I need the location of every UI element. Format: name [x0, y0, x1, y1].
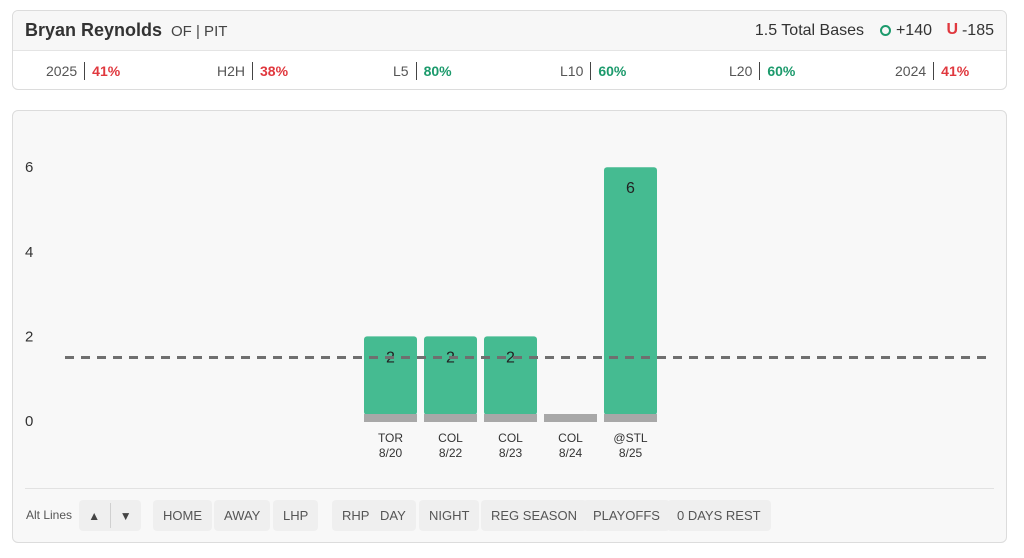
alt-lines-stepper: ▲ ▼ — [79, 500, 141, 531]
split-h2h: H2H 38% — [217, 62, 288, 80]
bar-value-label: 2 — [506, 349, 515, 366]
hit-rate-splits: 2025 41% H2H 38% L5 80% L10 60% L20 60% 2024 41% — [13, 51, 1006, 90]
filter-chip-0-days-rest[interactable]: 0 DAYS REST — [667, 500, 771, 531]
alt-line-up-button[interactable]: ▲ — [79, 500, 110, 531]
x-tick-opponent: COL — [558, 431, 583, 445]
split-2024: 2024 41% — [895, 62, 969, 80]
x-tick-date: 8/23 — [499, 446, 523, 460]
split-percent: 60% — [598, 63, 627, 79]
chevron-down-icon: ▼ — [119, 508, 132, 523]
bar-base — [424, 414, 477, 422]
chevron-up-icon: ▲ — [88, 508, 101, 523]
filter-chip-day[interactable]: DAY — [370, 500, 416, 531]
split-divider — [933, 62, 935, 80]
stepper-divider — [109, 503, 111, 528]
bar-base — [604, 414, 657, 422]
bar — [484, 336, 537, 415]
split-l20: L20 60% — [729, 62, 795, 80]
split-2025: 2025 41% — [46, 62, 120, 80]
y-tick-label: 6 — [25, 159, 33, 176]
bar — [364, 336, 417, 415]
over-odds[interactable]: +140 — [895, 22, 932, 39]
filter-chip-reg-season[interactable]: REG SEASON — [481, 500, 587, 531]
bar — [604, 167, 657, 415]
split-divider — [415, 62, 417, 80]
y-tick-label: 4 — [25, 244, 33, 261]
filter-chip-playoffs[interactable]: PLAYOFFS — [583, 500, 670, 531]
filter-divider — [25, 488, 994, 489]
x-tick-date: 8/20 — [379, 446, 403, 460]
split-percent: 41% — [941, 63, 970, 79]
split-percent: 80% — [423, 63, 452, 79]
x-tick-date: 8/25 — [619, 446, 643, 460]
filter-chip-night[interactable]: NIGHT — [419, 500, 480, 531]
x-tick-opponent: COL — [438, 431, 463, 445]
split-label: H2H — [217, 63, 246, 79]
split-percent: 60% — [767, 63, 796, 79]
split-divider — [84, 62, 86, 80]
bar-base — [544, 414, 597, 422]
split-divider — [252, 62, 254, 80]
x-tick-opponent: COL — [498, 431, 523, 445]
alt-line-down-button[interactable]: ▼ — [111, 500, 142, 531]
split-label: 2024 — [895, 63, 927, 79]
game-log-chart-card: 02462TOR8/202COL8/222COL8/23COL8/246@STL… — [12, 110, 1007, 543]
x-tick-opponent: @STL — [613, 431, 648, 445]
split-l5: L5 80% — [393, 62, 452, 80]
header-top-row: Bryan Reynolds OF | PIT 1.5 Total Bases … — [13, 11, 1006, 51]
under-odds[interactable]: -185 — [961, 22, 994, 39]
player-position-team: OF | PIT — [171, 23, 228, 40]
split-label: L10 — [560, 63, 584, 79]
split-percent: 38% — [260, 63, 289, 79]
y-tick-label: 0 — [25, 413, 33, 430]
bar-chart: 02462TOR8/202COL8/222COL8/23COL8/246@STL… — [25, 159, 990, 460]
player-prop-header: Bryan Reynolds OF | PIT 1.5 Total Bases … — [12, 10, 1007, 90]
split-label: 2025 — [46, 63, 78, 79]
split-percent: 41% — [92, 63, 121, 79]
alt-lines-label: Alt Lines — [26, 508, 73, 522]
x-tick-opponent: TOR — [378, 431, 403, 445]
over-icon — [880, 25, 891, 36]
split-divider — [590, 62, 592, 80]
y-tick-label: 2 — [25, 328, 33, 345]
x-tick-date: 8/24 — [559, 446, 583, 460]
filter-chip-home[interactable]: HOME — [153, 500, 212, 531]
bar — [424, 336, 477, 415]
player-name: Bryan Reynolds — [25, 20, 163, 40]
split-divider — [759, 62, 761, 80]
split-label: L20 — [729, 63, 753, 79]
bar-base — [364, 414, 417, 422]
split-l10: L10 60% — [560, 62, 626, 80]
x-tick-date: 8/22 — [439, 446, 463, 460]
under-icon: U — [946, 21, 958, 38]
filter-chip-lhp[interactable]: LHP — [273, 500, 319, 531]
bar-value-label: 6 — [626, 180, 635, 197]
prop-line: 1.5 Total Bases — [754, 22, 864, 39]
split-label: L5 — [393, 63, 409, 79]
bar-base — [484, 414, 537, 422]
filter-chip-away[interactable]: AWAY — [214, 500, 271, 531]
